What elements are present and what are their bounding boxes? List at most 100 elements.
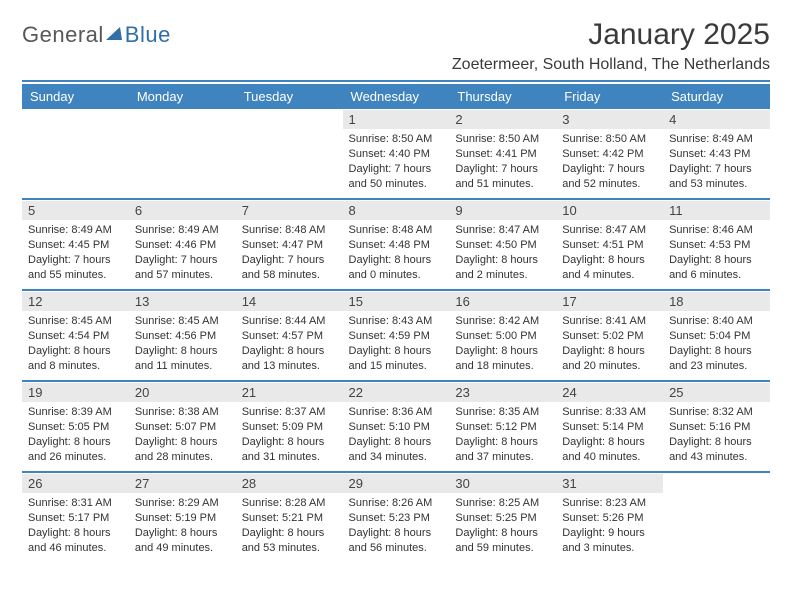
calendar-day-cell: 30Sunrise: 8:25 AMSunset: 5:25 PMDayligh…: [449, 473, 556, 562]
calendar-day-cell: [236, 109, 343, 198]
daylight-text: Daylight: 8 hours and 37 minutes.: [455, 435, 550, 465]
sunrise-text: Sunrise: 8:29 AM: [135, 496, 230, 511]
sunset-text: Sunset: 5:10 PM: [349, 420, 444, 435]
day-details: Sunrise: 8:50 AMSunset: 4:41 PMDaylight:…: [449, 129, 556, 193]
daylight-text: Daylight: 7 hours and 57 minutes.: [135, 253, 230, 283]
daylight-text: Daylight: 8 hours and 40 minutes.: [562, 435, 657, 465]
day-header: Thursday: [449, 84, 556, 109]
calendar-day-cell: 18Sunrise: 8:40 AMSunset: 5:04 PMDayligh…: [663, 291, 770, 380]
daylight-text: Daylight: 7 hours and 58 minutes.: [242, 253, 337, 283]
sunrise-text: Sunrise: 8:46 AM: [669, 223, 764, 238]
sunset-text: Sunset: 5:21 PM: [242, 511, 337, 526]
calendar-day-cell: [663, 473, 770, 562]
calendar-day-cell: 9Sunrise: 8:47 AMSunset: 4:50 PMDaylight…: [449, 200, 556, 289]
daylight-text: Daylight: 8 hours and 31 minutes.: [242, 435, 337, 465]
sunrise-text: Sunrise: 8:49 AM: [28, 223, 123, 238]
day-number: 21: [236, 382, 343, 402]
day-number: 3: [556, 109, 663, 129]
sunset-text: Sunset: 5:02 PM: [562, 329, 657, 344]
sunset-text: Sunset: 4:46 PM: [135, 238, 230, 253]
calendar-body: 1Sunrise: 8:50 AMSunset: 4:40 PMDaylight…: [22, 109, 770, 562]
day-number: 19: [22, 382, 129, 402]
sunrise-text: Sunrise: 8:47 AM: [455, 223, 550, 238]
daylight-text: Daylight: 8 hours and 15 minutes.: [349, 344, 444, 374]
day-number: 9: [449, 200, 556, 220]
calendar-day-cell: 16Sunrise: 8:42 AMSunset: 5:00 PMDayligh…: [449, 291, 556, 380]
day-number: 30: [449, 473, 556, 493]
sunset-text: Sunset: 4:51 PM: [562, 238, 657, 253]
calendar-header-row: Sunday Monday Tuesday Wednesday Thursday…: [22, 84, 770, 109]
day-number: 17: [556, 291, 663, 311]
title-block: January 2025 Zoetermeer, South Holland, …: [452, 18, 770, 74]
daylight-text: Daylight: 8 hours and 8 minutes.: [28, 344, 123, 374]
sunset-text: Sunset: 4:48 PM: [349, 238, 444, 253]
calendar-day-cell: 3Sunrise: 8:50 AMSunset: 4:42 PMDaylight…: [556, 109, 663, 198]
day-number: 27: [129, 473, 236, 493]
sunrise-text: Sunrise: 8:48 AM: [349, 223, 444, 238]
day-number: 16: [449, 291, 556, 311]
daylight-text: Daylight: 8 hours and 28 minutes.: [135, 435, 230, 465]
day-number: 29: [343, 473, 450, 493]
day-number: 11: [663, 200, 770, 220]
calendar-day-cell: 13Sunrise: 8:45 AMSunset: 4:56 PMDayligh…: [129, 291, 236, 380]
daylight-text: Daylight: 8 hours and 6 minutes.: [669, 253, 764, 283]
sunrise-text: Sunrise: 8:39 AM: [28, 405, 123, 420]
day-details: Sunrise: 8:50 AMSunset: 4:42 PMDaylight:…: [556, 129, 663, 193]
sunrise-text: Sunrise: 8:31 AM: [28, 496, 123, 511]
calendar-day-cell: 8Sunrise: 8:48 AMSunset: 4:48 PMDaylight…: [343, 200, 450, 289]
calendar-day-cell: 15 Sunrise: 8:43 AMSunset: 4:59 PMDayligh…: [343, 291, 450, 380]
sunset-text: Sunset: 5:07 PM: [135, 420, 230, 435]
day-details: Sunrise: 8:42 AMSunset: 5:00 PMDaylight:…: [449, 311, 556, 375]
sunrise-text: Sunrise: 8:47 AM: [562, 223, 657, 238]
day-number: 15: [343, 291, 450, 311]
day-number: 26: [22, 473, 129, 493]
sunrise-text: Sunrise: 8:28 AM: [242, 496, 337, 511]
sunset-text: Sunset: 4:42 PM: [562, 147, 657, 162]
sunset-text: Sunset: 4:54 PM: [28, 329, 123, 344]
daylight-text: Daylight: 9 hours and 3 minutes.: [562, 526, 657, 556]
day-details: Sunrise: 8:49 AMSunset: 4:46 PMDaylight:…: [129, 220, 236, 284]
sunset-text: Sunset: 5:05 PM: [28, 420, 123, 435]
calendar-day-cell: 23Sunrise: 8:35 AMSunset: 5:12 PMDayligh…: [449, 382, 556, 471]
calendar-day-cell: 12Sunrise: 8:45 AMSunset: 4:54 PMDayligh…: [22, 291, 129, 380]
sunset-text: Sunset: 5:17 PM: [28, 511, 123, 526]
day-details: Sunrise: 8:46 AMSunset: 4:53 PMDaylight:…: [663, 220, 770, 284]
calendar-day-cell: 19Sunrise: 8:39 AMSunset: 5:05 PMDayligh…: [22, 382, 129, 471]
day-number: 22: [343, 382, 450, 402]
sunset-text: Sunset: 4:50 PM: [455, 238, 550, 253]
calendar-day-cell: 7Sunrise: 8:48 AMSunset: 4:47 PMDaylight…: [236, 200, 343, 289]
calendar-week-row: 12Sunrise: 8:45 AMSunset: 4:54 PMDayligh…: [22, 291, 770, 380]
daylight-text: Daylight: 7 hours and 53 minutes.: [669, 162, 764, 192]
sunset-text: Sunset: 4:41 PM: [455, 147, 550, 162]
location-text: Zoetermeer, South Holland, The Netherlan…: [452, 56, 770, 74]
sunset-text: Sunset: 4:47 PM: [242, 238, 337, 253]
sunrise-text: Sunrise: 8:43 AM: [349, 314, 444, 329]
day-details: Sunrise: 8:49 AMSunset: 4:43 PMDaylight:…: [663, 129, 770, 193]
daylight-text: Daylight: 8 hours and 59 minutes.: [455, 526, 550, 556]
day-number: 5: [22, 200, 129, 220]
sunrise-text: Sunrise: 8:49 AM: [669, 132, 764, 147]
day-details: Sunrise: 8:36 AMSunset: 5:10 PMDaylight:…: [343, 402, 450, 466]
sunset-text: Sunset: 4:40 PM: [349, 147, 444, 162]
day-header: Tuesday: [236, 84, 343, 109]
calendar-table: Sunday Monday Tuesday Wednesday Thursday…: [22, 84, 770, 562]
day-details: Sunrise: 8:47 AMSunset: 4:51 PMDaylight:…: [556, 220, 663, 284]
sunrise-text: Sunrise: 8:41 AM: [562, 314, 657, 329]
sunset-text: Sunset: 4:59 PM: [349, 329, 444, 344]
sunset-text: Sunset: 5:19 PM: [135, 511, 230, 526]
daylight-text: Daylight: 8 hours and 18 minutes.: [455, 344, 550, 374]
day-details: Sunrise: 8:23 AMSunset: 5:26 PMDaylight:…: [556, 493, 663, 557]
sunset-text: Sunset: 4:45 PM: [28, 238, 123, 253]
calendar-day-cell: 4Sunrise: 8:49 AMSunset: 4:43 PMDaylight…: [663, 109, 770, 198]
day-details: Sunrise: 8:31 AMSunset: 5:17 PMDaylight:…: [22, 493, 129, 557]
calendar-day-cell: 10Sunrise: 8:47 AMSunset: 4:51 PMDayligh…: [556, 200, 663, 289]
sunset-text: Sunset: 4:43 PM: [669, 147, 764, 162]
calendar-page: General Blue January 2025 Zoetermeer, So…: [0, 0, 792, 612]
calendar-day-cell: 5Sunrise: 8:49 AMSunset: 4:45 PMDaylight…: [22, 200, 129, 289]
day-number: 25: [663, 382, 770, 402]
day-header: Sunday: [22, 84, 129, 109]
calendar-day-cell: 22Sunrise: 8:36 AMSunset: 5:10 PMDayligh…: [343, 382, 450, 471]
sunrise-text: Sunrise: 8:23 AM: [562, 496, 657, 511]
logo: General Blue: [22, 18, 171, 48]
logo-text-general: General: [22, 22, 104, 48]
